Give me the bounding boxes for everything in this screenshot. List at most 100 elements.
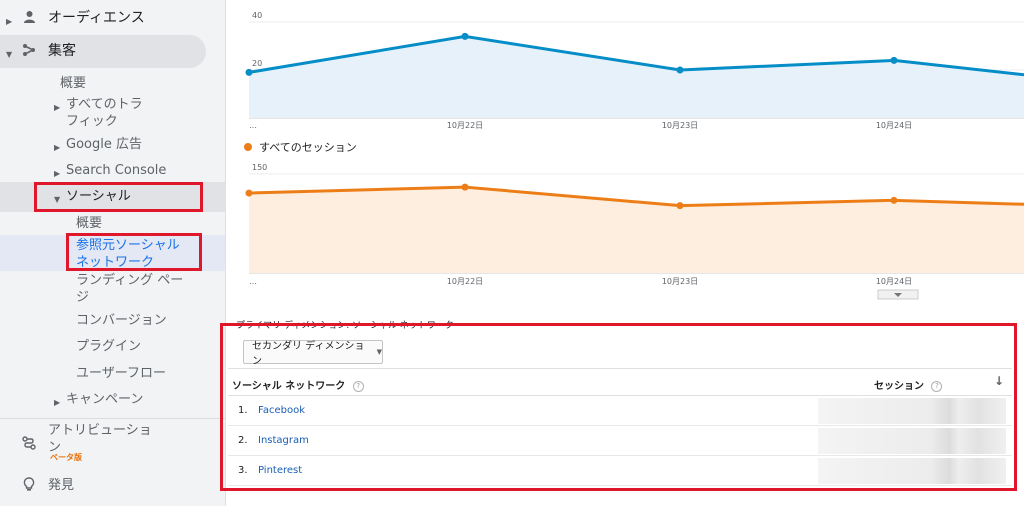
- data-point: [461, 183, 469, 191]
- sort-desc-icon[interactable]: ↓: [994, 374, 1005, 388]
- attribution-icon: [18, 436, 40, 455]
- col-sessions-label: セッション: [874, 381, 924, 392]
- nav-audience[interactable]: ▶ オーディエンス: [6, 10, 145, 30]
- beta-badge: ベータ版: [50, 453, 82, 462]
- nav-landing-pages[interactable]: ランディング ペー ジ: [76, 272, 183, 306]
- nav-campaigns[interactable]: ▶ キャンペーン: [54, 391, 143, 411]
- nav-network-referrals-bg: [0, 235, 225, 271]
- caret-right-icon: ▶: [54, 169, 61, 178]
- caret-right-icon: ▶: [6, 17, 13, 26]
- data-point: [245, 68, 253, 76]
- nav-users-flow-label: ユーザーフロー: [76, 366, 166, 381]
- data-point: [890, 196, 898, 204]
- caret-down-icon: ▼: [6, 50, 13, 59]
- row-network-link[interactable]: Facebook: [258, 405, 305, 416]
- row-index: 2.: [238, 435, 248, 446]
- help-icon[interactable]: ?: [931, 380, 943, 392]
- data-point: [890, 56, 898, 64]
- col-social-network[interactable]: ソーシャル ネットワーク ?: [232, 377, 364, 392]
- data-point: [676, 202, 684, 210]
- series-area: [249, 187, 1024, 273]
- nav-attribution[interactable]: アトリビューショ ン: [18, 422, 152, 456]
- row-sessions-blurred: [818, 398, 1006, 424]
- row-index: 3.: [238, 465, 248, 476]
- x-tick-label: 10月24日: [876, 121, 912, 130]
- nav-plugins[interactable]: プラグイン: [76, 338, 141, 355]
- x-tick-label: 10月22日: [447, 121, 483, 130]
- charts-svg: 2040…10月22日10月23日10月24日50100150…10月22日10…: [244, 11, 1024, 300]
- row-index: 1.: [238, 405, 248, 416]
- nav-social-overview[interactable]: 概要: [76, 215, 102, 232]
- nav-social[interactable]: ▼ ソーシャル: [54, 188, 131, 208]
- row-network-link[interactable]: Instagram: [258, 435, 309, 446]
- lightbulb-icon: [18, 477, 40, 496]
- nav-social-label: ソーシャル: [66, 189, 131, 204]
- y-tick-label: 40: [252, 11, 262, 20]
- row-sessions-blurred: [818, 428, 1006, 454]
- col-social-network-label: ソーシャル ネットワーク: [232, 381, 346, 392]
- acquisition-icon: [18, 43, 40, 62]
- nav-search-console-label: Search Console: [66, 163, 167, 178]
- caret-right-icon: ▶: [54, 143, 61, 152]
- x-tick-label: …: [249, 277, 257, 286]
- nav-social-bg: [0, 182, 225, 212]
- nav-all-traffic[interactable]: ▶ すべてのトラ フィック: [54, 96, 143, 130]
- x-tick-label: …: [249, 121, 257, 130]
- caret-right-icon: ▶: [54, 398, 61, 407]
- nav-google-ads-label: Google 広告: [66, 137, 142, 152]
- highlight-table: [220, 323, 1017, 491]
- nav-campaigns-label: キャンペーン: [66, 392, 144, 407]
- nav-network-referrals-label-2: ネットワーク: [76, 255, 155, 270]
- nav-attribution-label-2: ン: [48, 440, 62, 455]
- nav-search-console[interactable]: ▶ Search Console: [54, 162, 166, 182]
- sidebar: ▶ オーディエンス ▼ 集客 概要 ▶ すべてのトラ フィック ▶ Google…: [0, 0, 226, 506]
- nav-google-ads[interactable]: ▶ Google 広告: [54, 136, 142, 156]
- y-tick-label: 150: [252, 163, 267, 172]
- col-sessions[interactable]: セッション ?: [874, 377, 943, 392]
- sidebar-divider: [0, 418, 225, 419]
- primary-dimension-label: プライマリ ディメンション: ソーシャル ネットワーク: [236, 321, 454, 331]
- person-icon: [18, 10, 40, 28]
- data-point: [676, 66, 684, 74]
- secondary-dimension-button[interactable]: セカンダリ ディメンション ▼: [243, 340, 383, 367]
- dropdown-arrow-icon: ▼: [376, 348, 382, 356]
- highlight-network-referrals: [66, 233, 202, 271]
- nav-acquisition-label: 集客: [48, 43, 76, 59]
- nav-landing-pages-label-1: ランディング ペー: [76, 273, 184, 288]
- nav-acquisition-bg: [0, 35, 206, 68]
- nav-overview-label: 概要: [60, 76, 87, 91]
- caret-down-icon: ▼: [54, 195, 61, 204]
- nav-conversions-label: コンバージョン: [76, 313, 167, 328]
- nav-discover[interactable]: 発見: [18, 477, 74, 496]
- nav-network-referrals[interactable]: 参照元ソーシャル ネットワーク: [76, 237, 180, 271]
- caret-right-icon: ▶: [54, 103, 61, 112]
- nav-acquisition[interactable]: ▼ 集客: [6, 43, 76, 63]
- nav-social-overview-label: 概要: [76, 216, 103, 231]
- table-row: 3. Pinterest: [228, 456, 1012, 486]
- nav-plugins-label: プラグイン: [76, 339, 142, 354]
- y-tick-label: 20: [252, 59, 262, 68]
- row-network-link[interactable]: Pinterest: [258, 465, 303, 476]
- nav-discover-label: 発見: [48, 478, 75, 493]
- help-icon[interactable]: ?: [352, 380, 364, 392]
- table-header: ソーシャル ネットワーク ? セッション ? ↓: [228, 368, 1012, 396]
- legend-dot: [244, 143, 252, 151]
- table-row: 1. Facebook: [228, 396, 1012, 426]
- nav-conversions[interactable]: コンバージョン: [76, 312, 167, 329]
- x-tick-label: 10月23日: [662, 277, 698, 286]
- highlight-social: [34, 182, 203, 212]
- legend-label: すべてのセッション: [259, 141, 357, 154]
- nav-users-flow[interactable]: ユーザーフロー: [76, 365, 166, 382]
- nav-attribution-label-1: アトリビューショ: [48, 423, 152, 438]
- data-point: [461, 32, 469, 40]
- nav-all-traffic-label-2: フィック: [66, 114, 118, 129]
- nav-network-referrals-label-1: 参照元ソーシャル: [76, 238, 180, 253]
- nav-audience-label: オーディエンス: [48, 10, 145, 26]
- series-area: [249, 36, 1024, 118]
- nav-all-traffic-label-1: すべてのトラ: [66, 97, 143, 112]
- x-tick-label: 10月22日: [447, 277, 483, 286]
- table-row: 2. Instagram: [228, 426, 1012, 456]
- nav-acquisition-overview[interactable]: 概要: [60, 75, 86, 92]
- x-tick-label: 10月24日: [876, 277, 912, 286]
- chevron-down-icon: [894, 293, 902, 297]
